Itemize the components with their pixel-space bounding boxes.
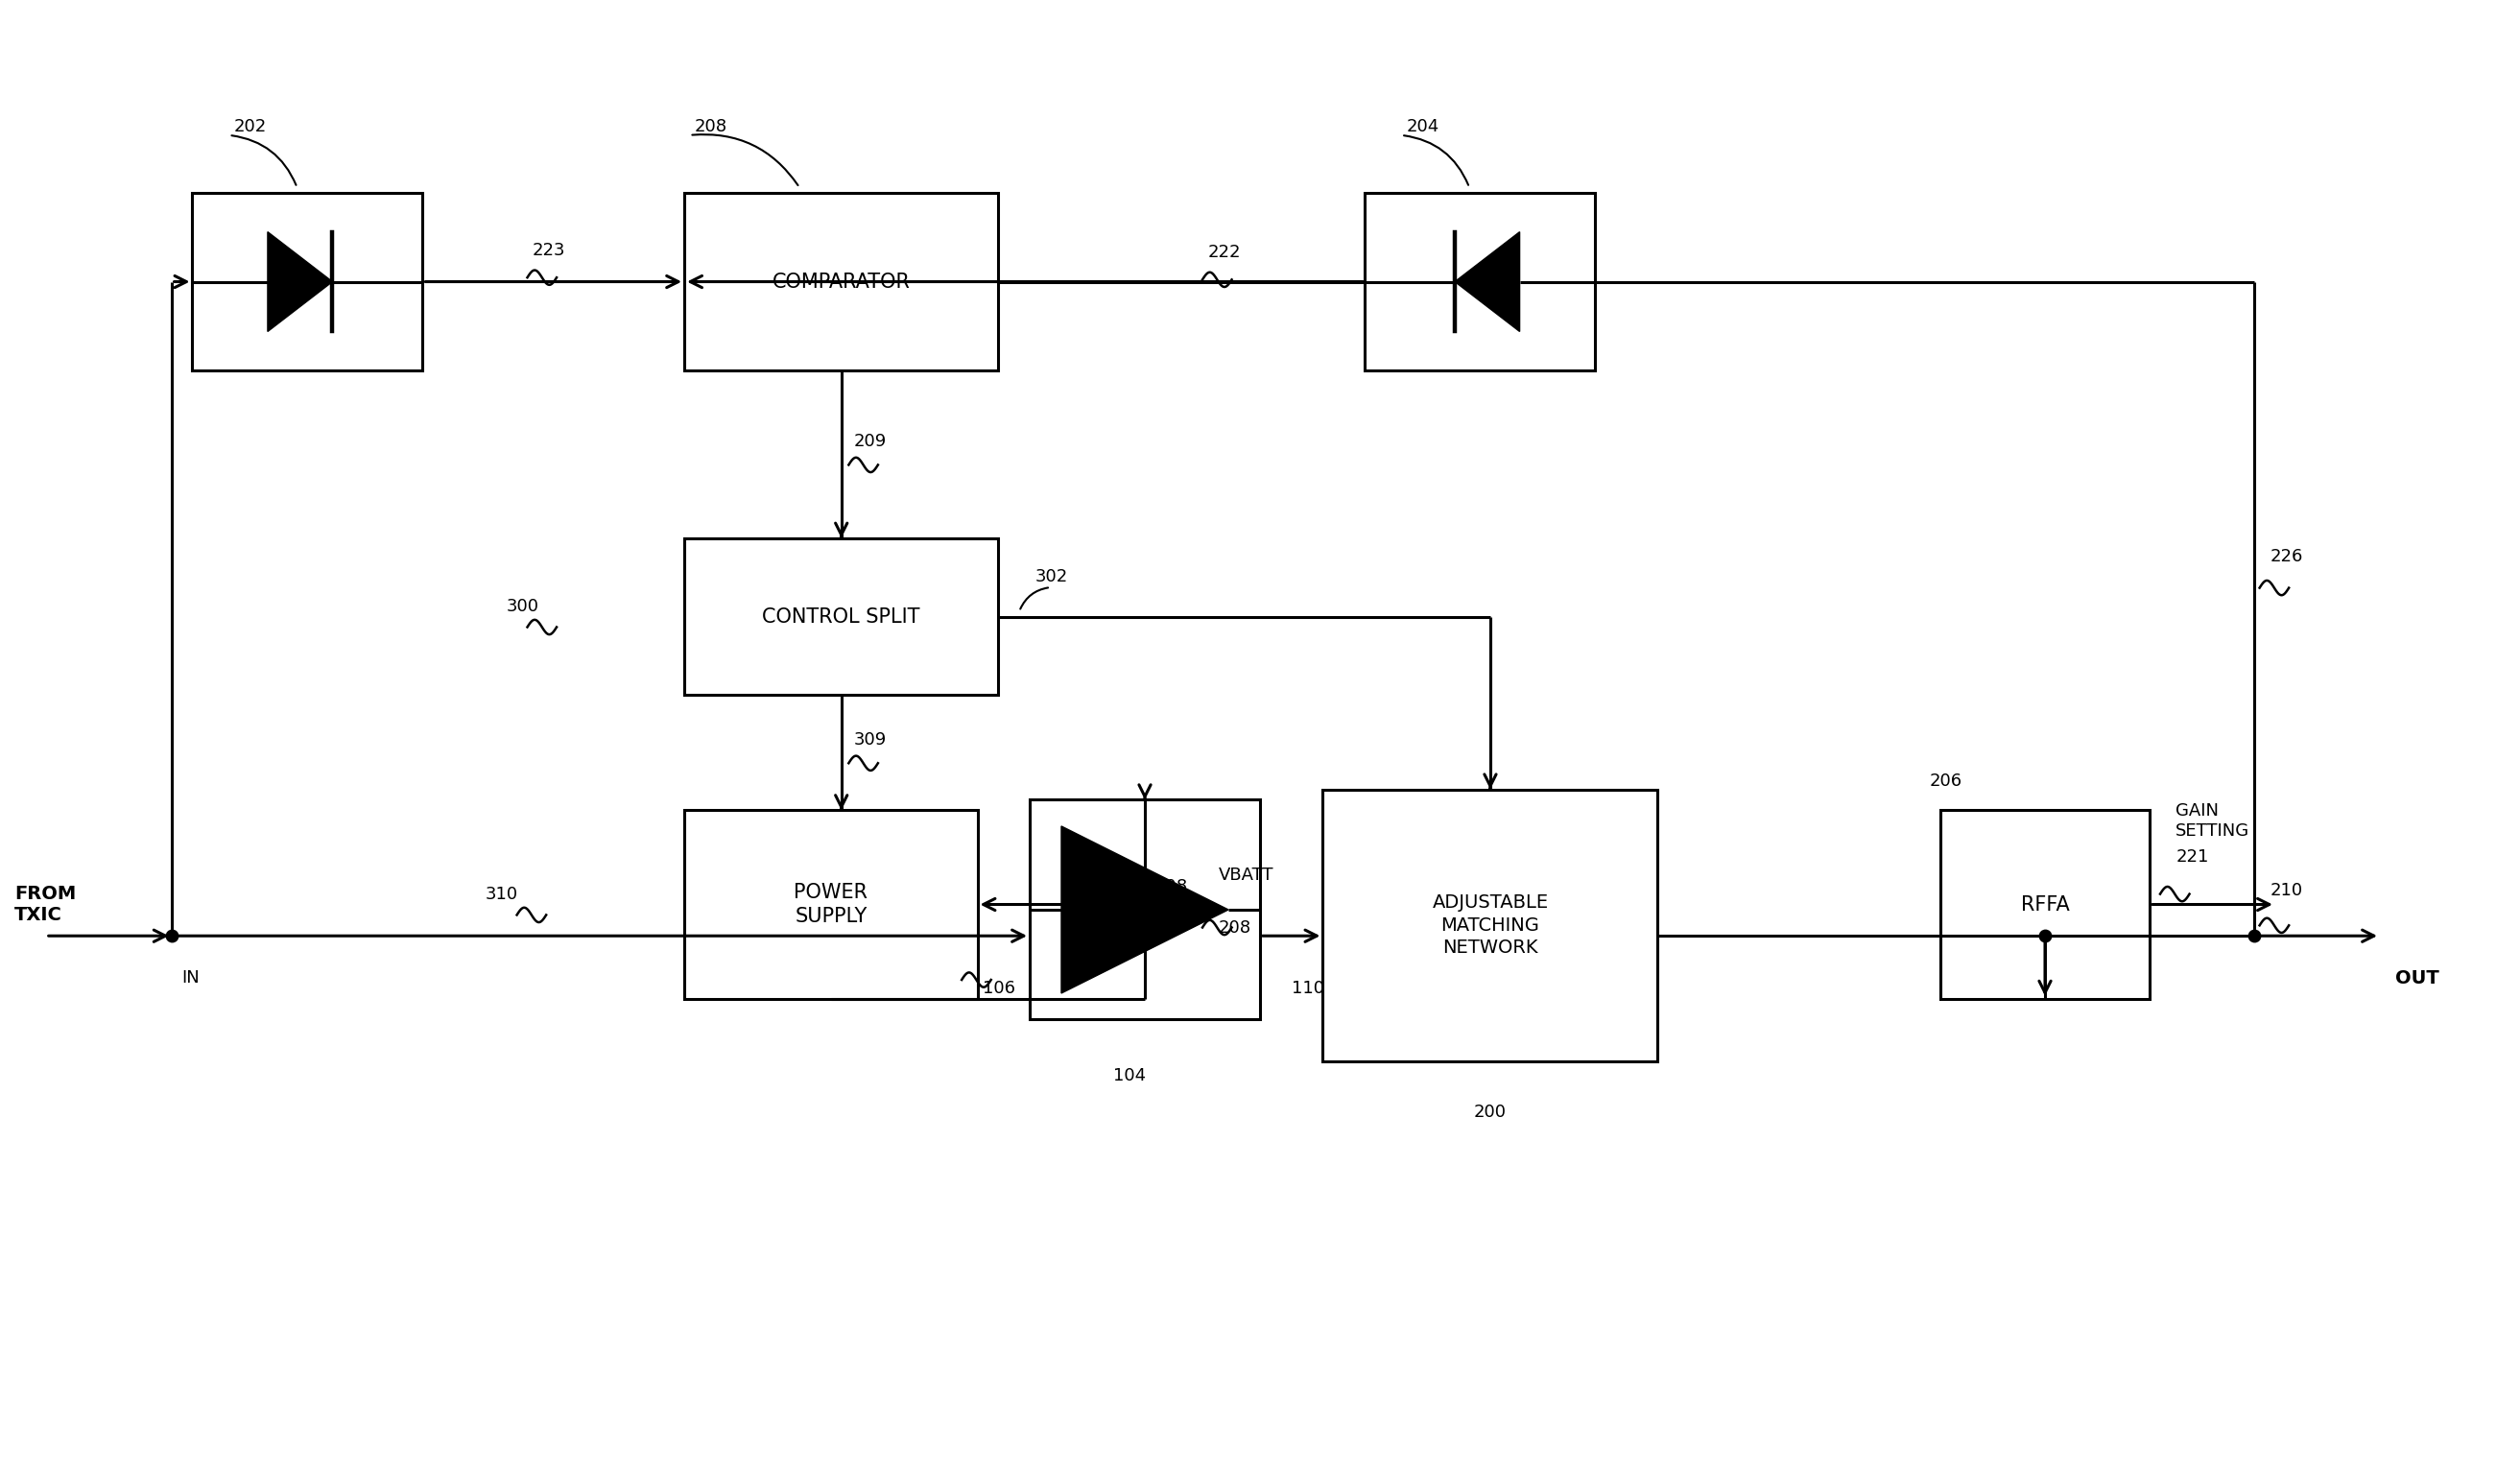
- Text: CONTROL SPLIT: CONTROL SPLIT: [764, 607, 920, 626]
- Bar: [1366, 193, 1595, 370]
- Text: 202: 202: [234, 118, 267, 136]
- Text: 200: 200: [1474, 1104, 1507, 1120]
- Text: POWER
SUPPLY: POWER SUPPLY: [794, 883, 867, 926]
- Text: IN: IN: [181, 970, 199, 986]
- Text: VBATT: VBATT: [1217, 867, 1273, 884]
- Bar: [1031, 800, 1260, 1020]
- Text: COMPARATOR: COMPARATOR: [771, 273, 910, 292]
- Polygon shape: [1454, 231, 1520, 332]
- Bar: [685, 811, 978, 999]
- Bar: [192, 193, 423, 370]
- Text: 206: 206: [1930, 772, 1963, 790]
- Text: 226: 226: [2271, 548, 2303, 565]
- Text: 104: 104: [1114, 1067, 1147, 1083]
- Text: 106: 106: [983, 980, 1016, 996]
- Text: 210: 210: [2271, 881, 2303, 899]
- Text: OUT: OUT: [2397, 970, 2439, 988]
- Polygon shape: [267, 231, 333, 332]
- Bar: [685, 193, 998, 370]
- Bar: [1323, 790, 1658, 1061]
- Text: 308: 308: [1154, 879, 1187, 895]
- Text: 208: 208: [1217, 918, 1250, 936]
- Text: GAIN
SETTING: GAIN SETTING: [2175, 802, 2250, 839]
- Text: 302: 302: [1036, 567, 1068, 585]
- Bar: [1940, 811, 2150, 999]
- Text: ADJUSTABLE
MATCHING
NETWORK: ADJUSTABLE MATCHING NETWORK: [1431, 893, 1547, 957]
- Text: FROM
TXIC: FROM TXIC: [15, 884, 76, 924]
- Text: 222: 222: [1207, 243, 1240, 261]
- Polygon shape: [1061, 825, 1227, 993]
- Text: 110: 110: [1290, 980, 1323, 996]
- Text: 208: 208: [696, 118, 728, 136]
- Text: 309: 309: [854, 731, 887, 749]
- Text: 223: 223: [532, 242, 564, 258]
- Bar: [685, 538, 998, 696]
- Text: 300: 300: [507, 597, 539, 615]
- Text: 204: 204: [1406, 118, 1439, 136]
- Text: 209: 209: [854, 433, 887, 451]
- Text: 221: 221: [2175, 849, 2210, 867]
- Text: 310: 310: [486, 886, 519, 902]
- Text: RFFA: RFFA: [2021, 895, 2069, 914]
